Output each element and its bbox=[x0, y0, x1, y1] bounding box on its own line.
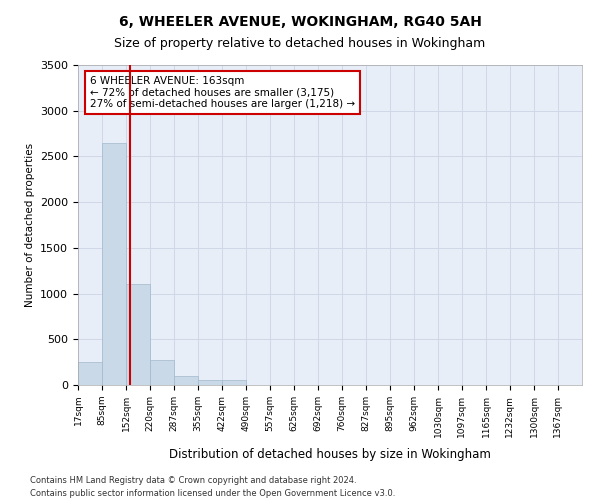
Y-axis label: Number of detached properties: Number of detached properties bbox=[25, 143, 35, 307]
Text: Contains public sector information licensed under the Open Government Licence v3: Contains public sector information licen… bbox=[30, 489, 395, 498]
Text: 6, WHEELER AVENUE, WOKINGHAM, RG40 5AH: 6, WHEELER AVENUE, WOKINGHAM, RG40 5AH bbox=[119, 15, 481, 29]
Bar bbox=[78, 362, 102, 385]
Text: Size of property relative to detached houses in Wokingham: Size of property relative to detached ho… bbox=[115, 38, 485, 51]
Bar bbox=[151, 360, 174, 385]
Text: Contains HM Land Registry data © Crown copyright and database right 2024.: Contains HM Land Registry data © Crown c… bbox=[30, 476, 356, 485]
Bar bbox=[199, 380, 222, 385]
Bar bbox=[222, 380, 246, 385]
Bar bbox=[126, 284, 150, 385]
Bar bbox=[103, 142, 126, 385]
Text: 6 WHEELER AVENUE: 163sqm
← 72% of detached houses are smaller (3,175)
27% of sem: 6 WHEELER AVENUE: 163sqm ← 72% of detach… bbox=[90, 76, 355, 109]
X-axis label: Distribution of detached houses by size in Wokingham: Distribution of detached houses by size … bbox=[169, 448, 491, 461]
Bar bbox=[174, 376, 198, 385]
